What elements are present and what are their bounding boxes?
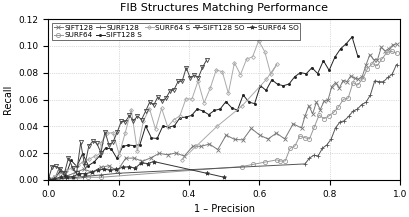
Legend: SIFT128, SURF64, SURF128, SIFT128 S, SURF64 S, SIFT128 SO, SURF64 SO: SIFT128, SURF64, SURF128, SIFT128 S, SUR…	[52, 23, 300, 40]
Title: FIB Structures Matching Performance: FIB Structures Matching Performance	[120, 3, 327, 13]
X-axis label: 1 – Precision: 1 – Precision	[193, 204, 254, 214]
Y-axis label: Recall: Recall	[3, 85, 13, 114]
